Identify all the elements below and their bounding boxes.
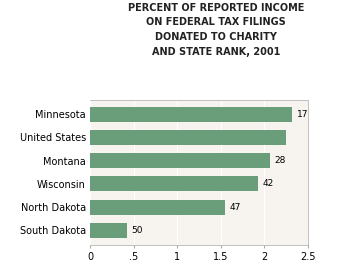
Text: 47: 47	[229, 203, 241, 212]
Bar	[90, 130, 286, 145]
Bar	[90, 176, 258, 191]
Text: 42: 42	[263, 179, 274, 188]
Text: 17: 17	[297, 110, 308, 119]
Bar	[90, 153, 270, 168]
Bar	[90, 223, 127, 238]
Text: 28: 28	[274, 156, 285, 165]
Bar	[90, 200, 225, 215]
Bar	[90, 107, 292, 122]
Text: 50: 50	[131, 226, 143, 235]
Text: PERCENT OF REPORTED INCOME
ON FEDERAL TAX FILINGS
DONATED TO CHARITY
AND STATE R: PERCENT OF REPORTED INCOME ON FEDERAL TA…	[128, 3, 304, 57]
